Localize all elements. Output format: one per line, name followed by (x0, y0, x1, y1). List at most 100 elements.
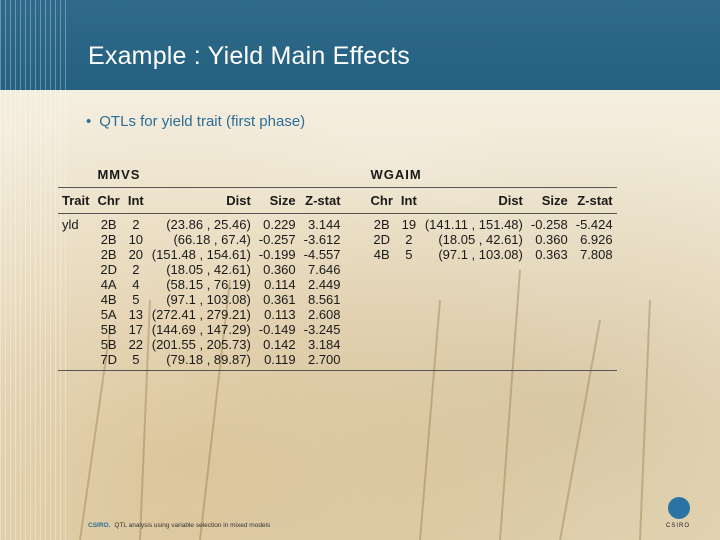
table-cell (421, 307, 527, 322)
table-cell (572, 277, 617, 292)
table-cell: 2 (405, 232, 413, 247)
table-cell (367, 277, 397, 292)
table-cell: -5.424 (575, 217, 613, 232)
table-cell (58, 262, 93, 277)
table-cell (58, 232, 93, 247)
table-cell (572, 322, 617, 337)
table-cell: (97.1 , 103.08) (166, 292, 251, 307)
table-cell (527, 322, 572, 337)
col-header: Chr (366, 187, 397, 214)
table-cell: 20 (128, 247, 144, 262)
table-cell (58, 247, 93, 262)
col-header: Trait (58, 187, 94, 214)
table-cell (572, 307, 617, 322)
table-cell: 4A (100, 277, 117, 292)
table-cell: 2D (373, 232, 391, 247)
table-cell (420, 352, 527, 371)
table-cell: 5A (100, 307, 117, 322)
table-row: yld 2B 2 (23.86 , 25.46) 0.229 3.144 2B 19 (141.… (58, 214, 617, 233)
table-cell: 7D (93, 352, 124, 371)
table-cell: 19 (401, 217, 417, 232)
col-header: Dist (147, 187, 255, 214)
col-header: Size (526, 187, 572, 214)
table-cell: (79.18 , 89.87) (147, 352, 255, 371)
table-cell (527, 307, 572, 322)
table-cell (367, 307, 397, 322)
table-cell: -0.258 (530, 217, 568, 232)
table-cell: 0.360 (263, 262, 296, 277)
decorative-stripes (0, 0, 68, 540)
table-cell: 0.360 (535, 232, 568, 247)
table-cell: 5B (100, 322, 117, 337)
table-cell (572, 337, 617, 352)
table-cell: -3.612 (303, 232, 341, 247)
table-cell: 2B (373, 217, 390, 232)
table-cell: (201.55 , 205.73) (151, 337, 251, 352)
col-header: Chr (93, 187, 124, 214)
col-header: Z-stat (571, 187, 617, 214)
table-cell (58, 292, 93, 307)
table-cell: (151.48 , 154.61) (151, 247, 251, 262)
table-cell: 3.144 (307, 217, 341, 232)
group-label-mmvs: MMVS (97, 167, 141, 182)
table-cell: 5 (132, 292, 140, 307)
table-cell: (58.15 , 76.19) (166, 277, 251, 292)
table-cell (421, 292, 527, 307)
table-row: 7D 5 (79.18 , 89.87) 0.119 2.700 (58, 352, 617, 371)
table-cell: (66.18 , 67.4) (173, 232, 251, 247)
table-cell: 2 (132, 217, 140, 232)
table-cell (58, 337, 93, 352)
table-cell (572, 262, 617, 277)
table-cell: 0.119 (254, 352, 300, 371)
table-cell (527, 292, 572, 307)
table-cell (367, 262, 397, 277)
table-cell: (18.05 , 42.61) (166, 262, 251, 277)
column-header-row: Trait Chr Int Dist Size Z-stat Chr Int D… (58, 187, 617, 214)
table-cell: -4.557 (303, 247, 341, 262)
table-cell (421, 277, 527, 292)
bullet-text: QTLs for yield trait (first phase) (99, 113, 306, 130)
bullet-marker: • (86, 113, 92, 130)
table-cell (572, 292, 617, 307)
table-cell (397, 277, 421, 292)
table-cell (367, 337, 397, 352)
col-header: Z-stat (299, 187, 345, 214)
table-cell (527, 262, 572, 277)
table-cell: yld (62, 217, 79, 232)
table-cell: (97.1 , 103.08) (438, 247, 523, 262)
col-header: Int (123, 187, 148, 214)
table-cell (526, 352, 572, 371)
table-cell: 7.646 (307, 262, 341, 277)
footer-org: CSIRO. (88, 522, 111, 529)
table-cell (397, 322, 421, 337)
table-cell (527, 337, 572, 352)
table-cell: 0.229 (263, 217, 296, 232)
table-cell: 0.363 (535, 247, 568, 262)
table-row: 5B 22 (201.55 , 205.73) 0.142 3.184 (58, 337, 617, 352)
bullet-point: • QTLs for yield trait (first phase) (86, 113, 305, 130)
table-cell: -0.257 (258, 232, 296, 247)
table-cell: -0.149 (258, 322, 296, 337)
table-cell: 2 (132, 262, 140, 277)
table-cell: 2B (100, 247, 117, 262)
table-cell: -0.199 (258, 247, 296, 262)
table-row: 2B 20 (151.48 , 154.61) -0.199 -4.557 4B 5 (97.… (58, 247, 617, 262)
table-cell: (272.41 , 279.21) (151, 307, 251, 322)
qtl-table: MMVS WGAIM Trait Chr Int Dist Size Z-sta… (58, 165, 617, 371)
table-cell: 17 (128, 322, 144, 337)
table-cell (421, 262, 527, 277)
table-cell: 2.608 (307, 307, 341, 322)
group-label-wgaim: WGAIM (370, 167, 422, 182)
table-cell (397, 262, 421, 277)
table-cell: 0.113 (264, 307, 296, 322)
table-cell: 0.142 (263, 337, 296, 352)
table-cell: (141.11 , 151.48) (424, 217, 523, 232)
table-cell (58, 307, 93, 322)
col-header: Int (396, 187, 421, 214)
table-cell: 5B (100, 337, 117, 352)
footer: CSIRO. QTL analysis using variable select… (88, 522, 270, 529)
table-row: 5A 13 (272.41 , 279.21) 0.113 2.608 (58, 307, 617, 322)
table-cell (527, 277, 572, 292)
table-cell (421, 322, 527, 337)
